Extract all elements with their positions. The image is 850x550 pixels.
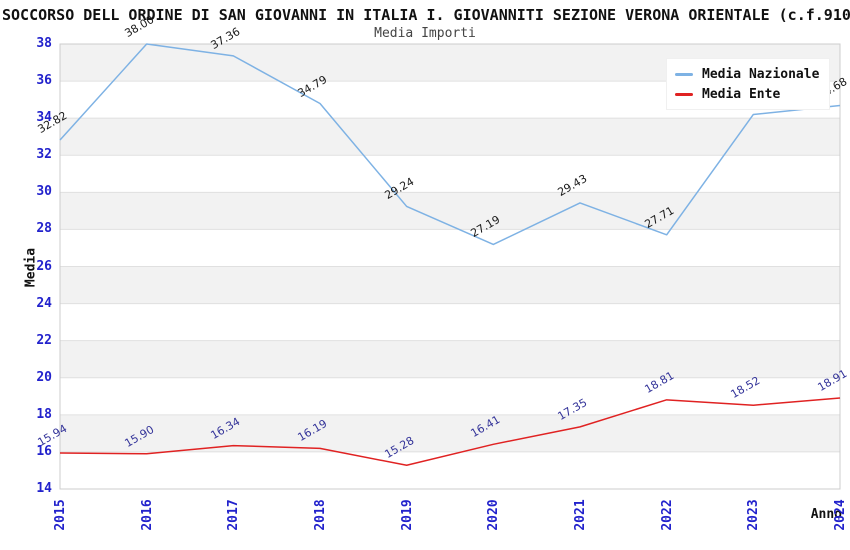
legend-item-media-nazionale: Media Nazionale bbox=[675, 64, 819, 84]
x-axis-tick: 2023 bbox=[746, 499, 762, 531]
x-axis-tick: 2024 bbox=[833, 499, 848, 531]
legend-swatch-nazionale-icon bbox=[675, 72, 693, 76]
x-axis-tick: 2022 bbox=[659, 499, 675, 531]
y-axis-tick: 20 bbox=[36, 369, 52, 385]
x-axis-tick: 2018 bbox=[313, 499, 328, 531]
y-axis-tick: 16 bbox=[36, 443, 52, 459]
y-axis-tick: 38 bbox=[36, 36, 52, 51]
legend-item-media-ente: Media Ente bbox=[675, 84, 819, 104]
y-axis-tick: 36 bbox=[36, 73, 52, 89]
y-axis-tick: 34 bbox=[36, 110, 52, 126]
y-axis-tick: 28 bbox=[36, 221, 52, 237]
x-axis-tick: 2017 bbox=[226, 499, 242, 531]
y-axis-tick: 32 bbox=[36, 147, 52, 163]
x-axis-tick: 2015 bbox=[53, 499, 68, 531]
x-axis-tick: 2019 bbox=[399, 499, 415, 531]
x-axis-label: Anno bbox=[810, 507, 842, 522]
y-axis-tick: 24 bbox=[36, 295, 52, 311]
y-axis-tick: 22 bbox=[36, 332, 52, 348]
legend-swatch-ente-icon bbox=[675, 92, 693, 96]
chart-subtitle: Media Importi bbox=[374, 26, 476, 41]
y-axis-tick: 30 bbox=[36, 184, 52, 200]
y-axis-tick: 26 bbox=[36, 258, 52, 274]
legend: Media Nazionale Media Ente bbox=[666, 58, 831, 110]
x-axis-tick: 2016 bbox=[139, 499, 155, 531]
y-axis-tick: 18 bbox=[36, 406, 52, 422]
x-axis-tick: 2021 bbox=[573, 499, 588, 531]
legend-label-ente: Media Ente bbox=[702, 86, 781, 102]
chart-title: SOCCORSO DELL ORDINE DI SAN GIOVANNI IN … bbox=[2, 6, 850, 24]
legend-label-nazionale: Media Nazionale bbox=[702, 66, 820, 82]
x-axis-tick: 2020 bbox=[486, 499, 502, 531]
y-axis-tick: 14 bbox=[36, 481, 52, 496]
